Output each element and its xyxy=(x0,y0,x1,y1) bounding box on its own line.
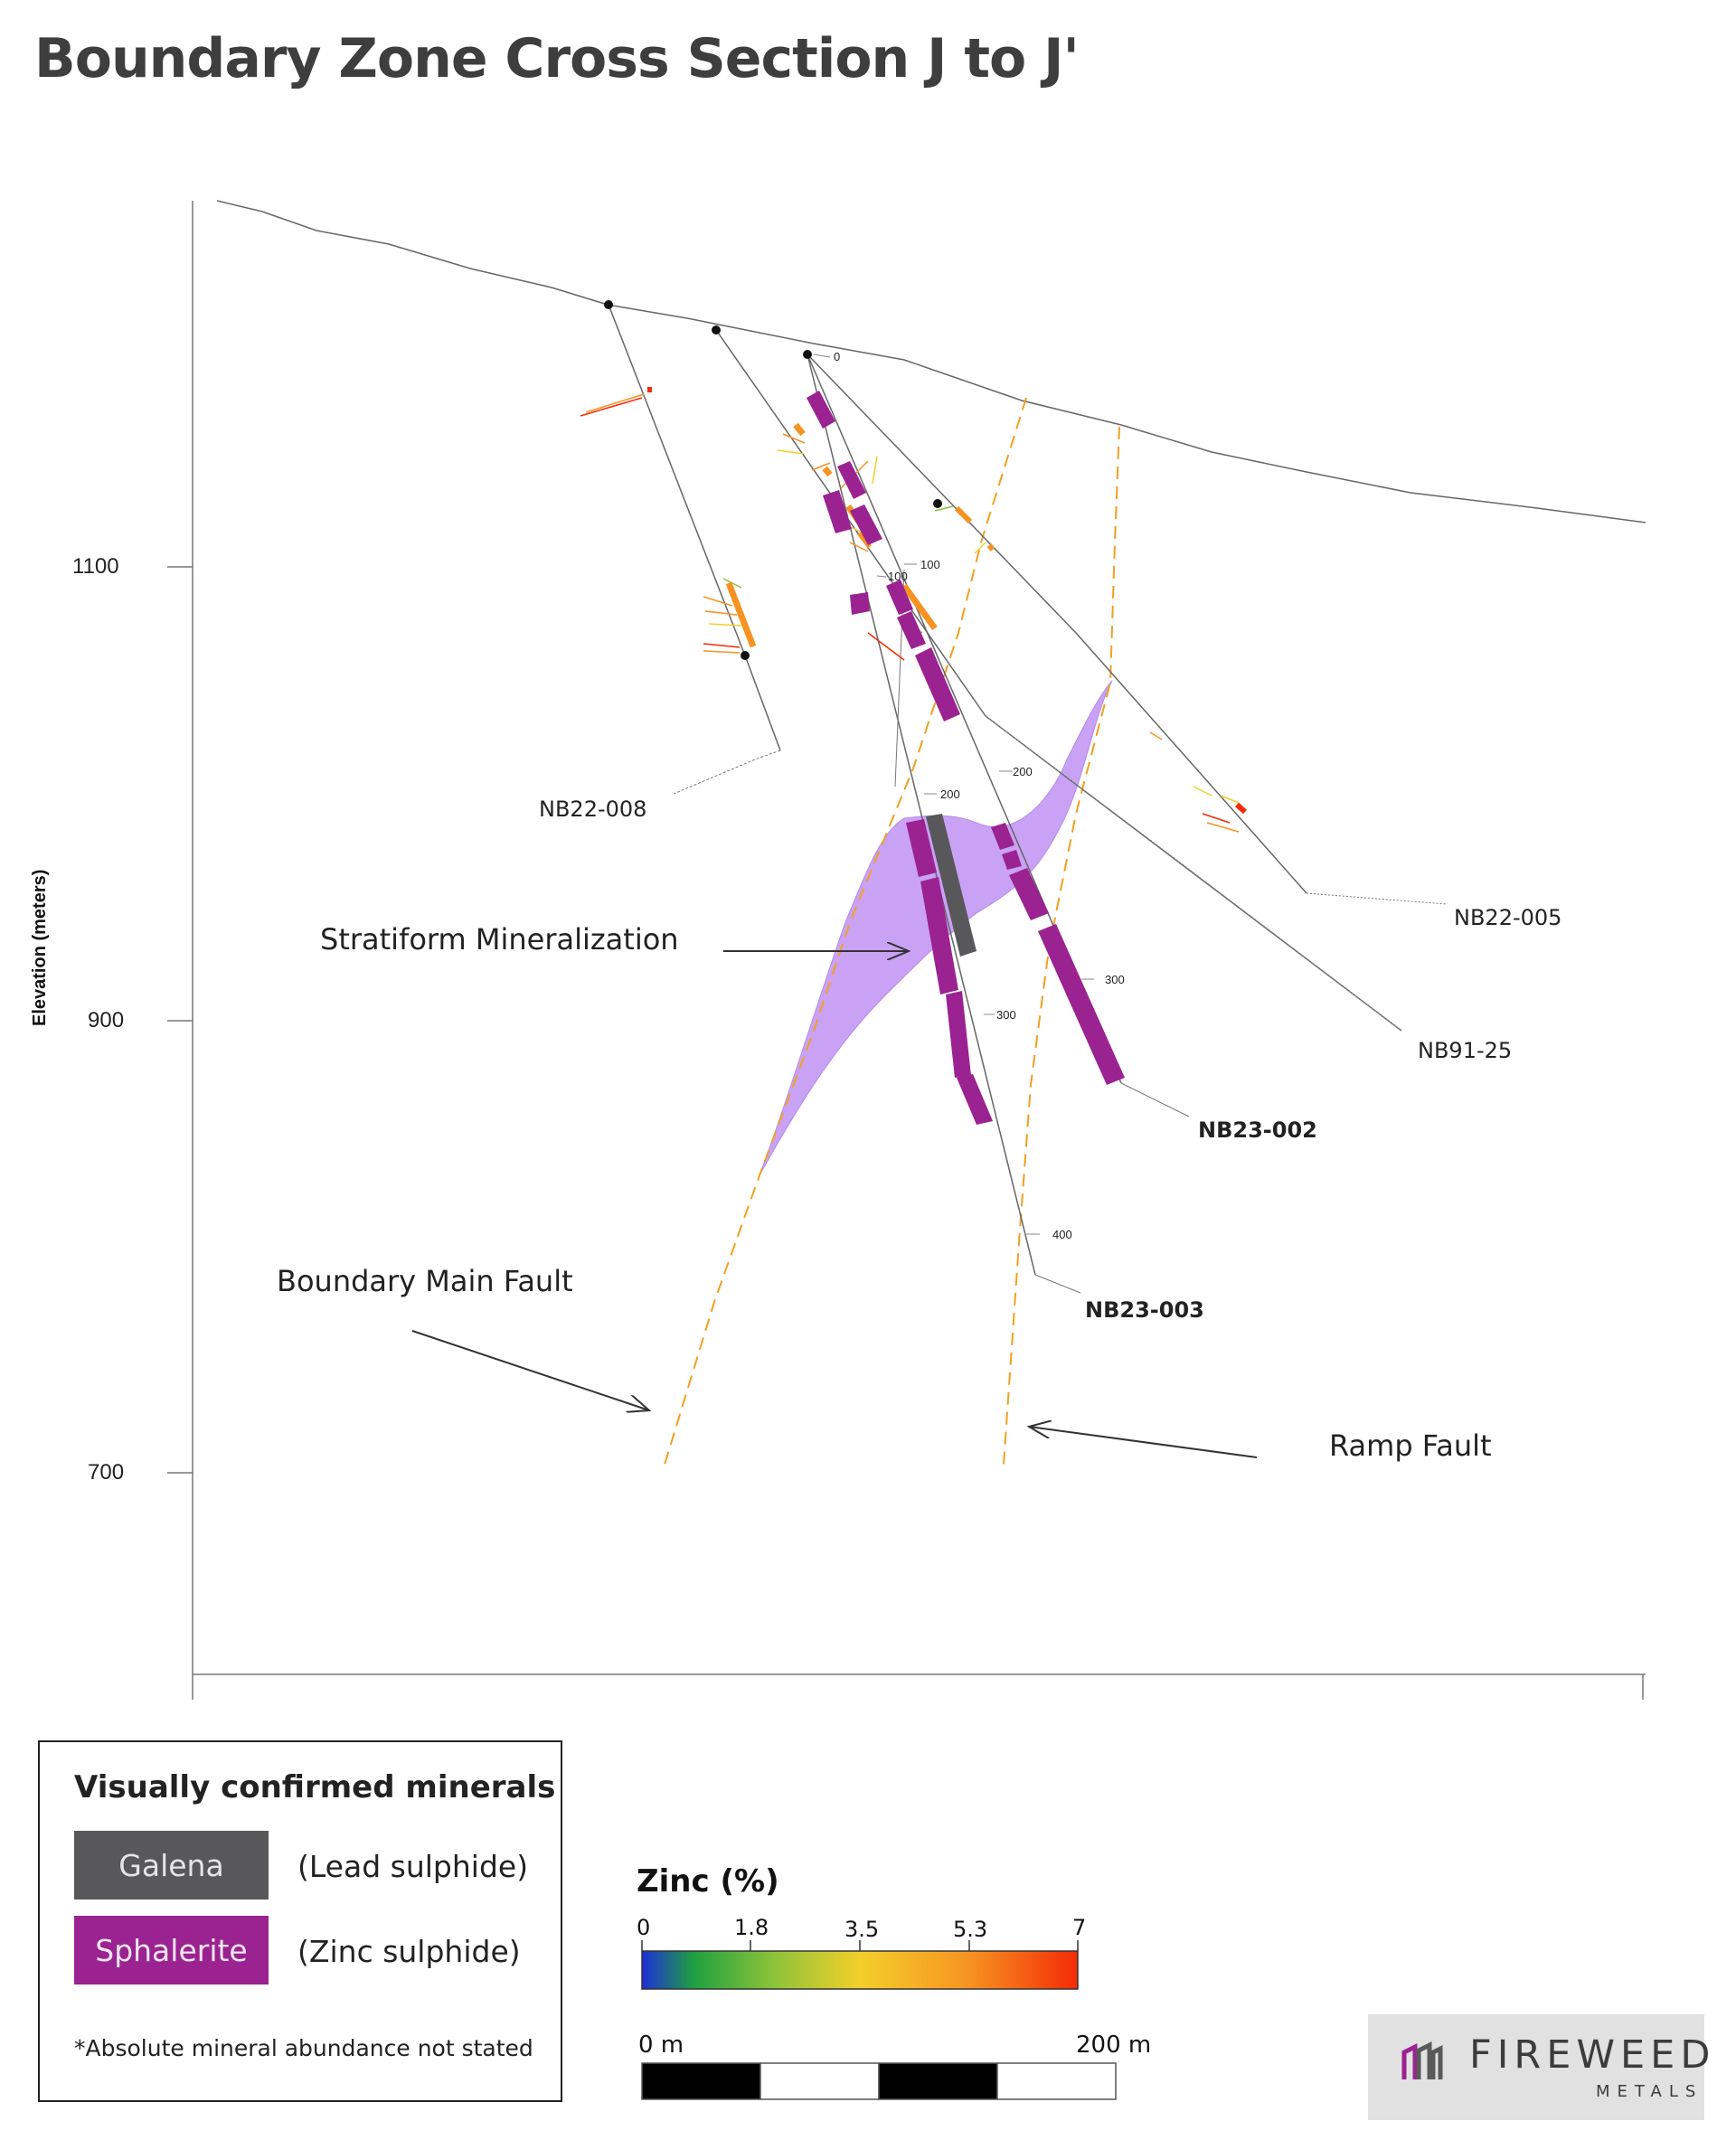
depth-label: 100 xyxy=(888,570,908,583)
legend-swatch-sphalerite: Sphalerite xyxy=(74,1916,269,1984)
y-tick-label-1100: 1100 xyxy=(72,554,119,579)
y-tick-label-700: 700 xyxy=(88,1460,124,1485)
annotation-ramp-fault: Ramp Fault xyxy=(1329,1428,1492,1463)
collar-nb91-25 xyxy=(712,325,721,335)
topography-line xyxy=(216,200,1646,523)
sphalerite-interval xyxy=(837,461,866,499)
depth-markers: 0 100 100 200 200 300 300 400 xyxy=(813,350,1125,1241)
drillhole-nb22-005-leader xyxy=(1306,892,1448,905)
depth-label: 200 xyxy=(1013,765,1033,778)
zinc-scale: Zinc (%) 0 1.8 3.5 5.3 7 xyxy=(637,1863,1086,1990)
sphalerite-interval xyxy=(957,1074,993,1125)
legend-swatch-galena: Galena xyxy=(74,1831,269,1900)
sphalerite-interval xyxy=(1038,924,1125,1085)
galena-interval xyxy=(926,814,976,957)
label-nb23-002: NB23-002 xyxy=(1198,1117,1317,1143)
sphalerite-interval xyxy=(946,991,971,1078)
sphalerite-interval xyxy=(920,877,958,995)
sphalerite-interval xyxy=(897,611,926,649)
drillhole-nb91-25-trace xyxy=(715,329,1402,1032)
zinc-assay-bars xyxy=(580,387,1240,833)
legend-desc-galena: (Lead sulphide) xyxy=(297,1849,529,1884)
collar-nb22-005 xyxy=(933,499,942,508)
label-nb91-25: NB91-25 xyxy=(1418,1038,1512,1063)
high-grade-zinc-bars xyxy=(725,422,1247,815)
sphalerite-interval xyxy=(850,592,870,615)
sphalerite-interval xyxy=(823,490,852,533)
drillhole-nb22-008-trace xyxy=(608,304,781,751)
depth-label: 300 xyxy=(1105,973,1125,986)
drillholes xyxy=(604,300,1448,1294)
mineral-legend: Visually confirmed minerals Galena (Lead… xyxy=(38,1740,562,2102)
axes: 1100 900 700 Elevation (meters) xyxy=(30,201,1646,1700)
sphalerite-interval xyxy=(1009,868,1049,920)
drillhole-nb23-003-leader xyxy=(1034,1274,1081,1294)
page-title: Boundary Zone Cross Section J to J' xyxy=(34,27,1080,90)
sphalerite-interval xyxy=(906,819,937,877)
collar-nb23 xyxy=(803,350,812,359)
drillhole-labels: NB22-008 NB22-005 NB91-25 NB23-002 NB23-… xyxy=(539,797,1561,1323)
mineral-intervals xyxy=(807,391,1125,1125)
label-nb22-005: NB22-005 xyxy=(1454,905,1561,930)
zinc-gradient-bar xyxy=(641,1950,1079,1990)
legend-title: Visually confirmed minerals xyxy=(74,1769,556,1805)
drillhole-nb22-008-leader xyxy=(673,749,781,795)
sphalerite-interval xyxy=(915,647,960,721)
annotation-stratiform: Stratiform Mineralization xyxy=(320,922,679,957)
zinc-tick-label: 7 xyxy=(1072,1915,1086,1940)
y-axis-label: Elevation (meters) xyxy=(30,870,50,1026)
collar-nb22-008 xyxy=(604,300,613,309)
depth-label: 400 xyxy=(1052,1228,1072,1241)
scale-bar-start-label: 0 m xyxy=(638,2032,684,2059)
marker-nb22-008 xyxy=(741,651,750,660)
sphalerite-interval xyxy=(991,823,1014,850)
logo-wordmark: FIREWEED xyxy=(1469,2032,1716,2078)
depth-label: 200 xyxy=(940,787,960,801)
arrow-main-fault xyxy=(411,1330,649,1410)
drillhole-nb22-005-trace xyxy=(807,354,1307,894)
sphalerite-interval xyxy=(886,580,913,615)
scale-bar: 0 m 200 m xyxy=(638,2032,1151,2100)
scale-bar-end-label: 200 m xyxy=(1076,2032,1151,2059)
ramp-fault xyxy=(1003,426,1120,1466)
fireweed-logo: FIREWEED METALS xyxy=(1368,2014,1710,2120)
zinc-tick-label: 5.3 xyxy=(953,1917,987,1942)
faults xyxy=(664,397,1120,1466)
logo-subtitle: METALS xyxy=(1596,2082,1703,2101)
depth-label: 100 xyxy=(920,558,940,571)
zinc-tick-label: 3.5 xyxy=(844,1917,879,1942)
zinc-scale-title: Zinc (%) xyxy=(637,1863,779,1900)
drillhole-nb23-002-leader xyxy=(1120,1082,1190,1117)
legend-desc-sphalerite: (Zinc sulphide) xyxy=(297,1934,521,1969)
y-tick-label-900: 900 xyxy=(88,1008,124,1032)
depth-label: 300 xyxy=(996,1008,1016,1022)
sphalerite-interval xyxy=(1002,850,1022,870)
fireweed-logo-icon xyxy=(1401,2041,1443,2079)
label-nb23-003: NB23-003 xyxy=(1085,1297,1204,1323)
drillhole-nb91-25-leader xyxy=(985,715,1402,1032)
depth-label: 0 xyxy=(834,350,840,363)
sphalerite-interval xyxy=(807,391,835,429)
annotation-main-fault: Boundary Main Fault xyxy=(277,1264,573,1298)
label-nb22-008: NB22-008 xyxy=(539,797,646,822)
legend-note: *Absolute mineral abundance not stated xyxy=(74,2035,533,2061)
drillhole-nb23-003-trace xyxy=(807,354,1036,1276)
annotations: Stratiform Mineralization Boundary Main … xyxy=(277,922,1492,1463)
zinc-tick-label: 1.8 xyxy=(734,1915,769,1940)
boundary-main-fault xyxy=(664,397,1027,1466)
sphalerite-interval xyxy=(850,504,882,545)
zinc-tick-label: 0 xyxy=(637,1915,650,1940)
arrow-ramp-fault xyxy=(1029,1427,1258,1458)
